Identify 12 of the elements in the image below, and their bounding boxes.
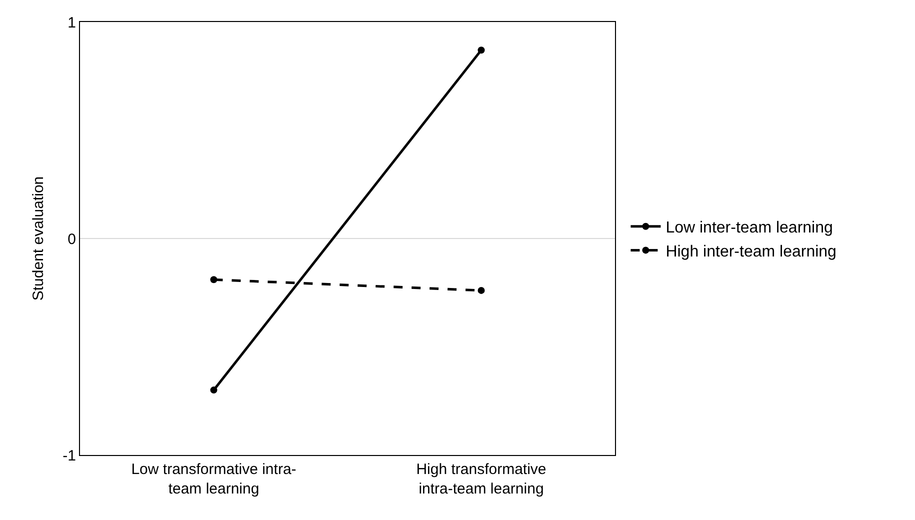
point [478,46,485,54]
point [210,386,218,394]
y-tick-label: -1 [62,447,76,464]
point [478,286,485,294]
x-tick-label: Low transformative intra-team learning [131,461,296,498]
legend-label: Low inter-team learning [666,220,833,237]
legend-label: High inter-team learning [666,243,836,260]
y-tick-label: 1 [68,14,76,32]
point [210,276,218,284]
x-tick-label: High transformative intra-team learning [416,461,546,498]
y-axis-title: Student evaluation [30,176,47,301]
y-tick-label: 0 [68,230,76,248]
